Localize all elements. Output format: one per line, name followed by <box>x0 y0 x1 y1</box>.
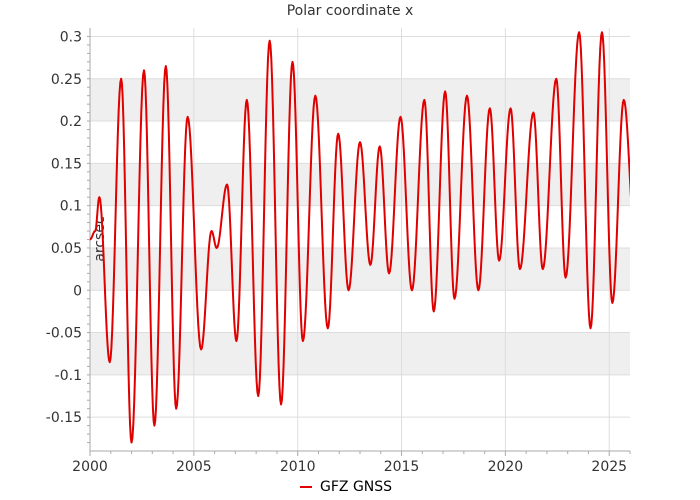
y-tick-label: 0.1 <box>60 199 82 215</box>
x-tick-label: 2020 <box>488 459 524 475</box>
x-tick-label: 2010 <box>280 459 316 475</box>
grid-band <box>90 163 630 206</box>
legend-label: GFZ GNSS <box>320 479 392 495</box>
y-tick-label: 0.25 <box>51 72 82 88</box>
y-tick-label: -0.05 <box>46 326 82 342</box>
y-tick-label: -0.1 <box>55 368 82 384</box>
y-tick-label: 0.3 <box>60 29 82 45</box>
grid-band <box>90 78 630 122</box>
x-tick-label: 2025 <box>591 459 627 475</box>
y-tick-label: 0 <box>73 283 82 299</box>
y-tick-label: 0.2 <box>60 114 82 130</box>
y-tick-label: -0.15 <box>46 410 82 426</box>
y-tick-label: 0.15 <box>51 156 82 172</box>
grid-band <box>90 332 630 375</box>
chart-title: Polar coordinate x <box>286 3 414 19</box>
x-tick-label: 2005 <box>176 459 212 475</box>
series-line-gfz-gnss <box>90 31 630 444</box>
y-axis-label: arcsec <box>92 216 108 261</box>
x-tick-label: 2000 <box>72 459 108 475</box>
x-tick-label: 2015 <box>384 459 420 475</box>
y-tick-label: 0.05 <box>51 241 82 257</box>
